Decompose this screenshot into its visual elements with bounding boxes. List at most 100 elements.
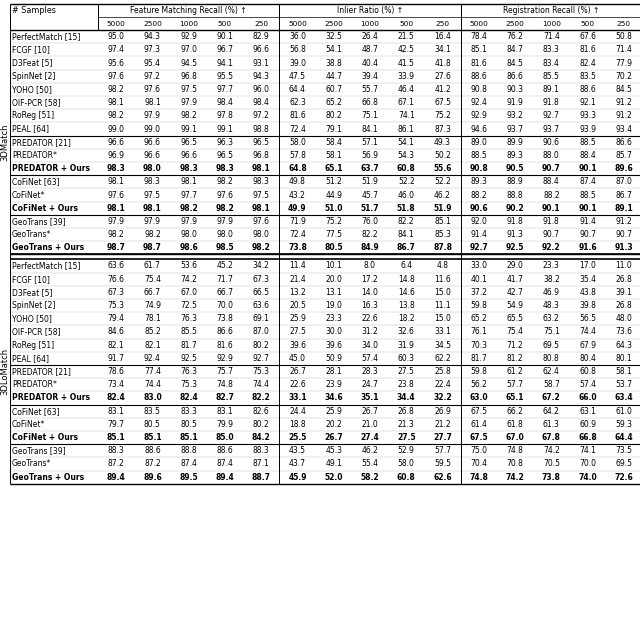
Text: Registration Recall (%) ↑: Registration Recall (%) ↑ [503,6,600,15]
Text: 90.7: 90.7 [616,230,632,239]
Text: 61.2: 61.2 [507,367,524,376]
Text: 86.6: 86.6 [216,327,234,337]
Text: 97.4: 97.4 [108,45,125,54]
Text: 84.5: 84.5 [507,59,524,67]
Text: 50.9: 50.9 [325,354,342,363]
Text: 67.3: 67.3 [108,288,125,297]
Text: GeoTrans [39]: GeoTrans [39] [12,446,66,456]
Text: 97.5: 97.5 [144,191,161,199]
Text: 67.5: 67.5 [470,433,488,442]
Text: 57.7: 57.7 [507,380,524,389]
Text: GeoTrans [39]: GeoTrans [39] [12,217,66,226]
Text: 65.2: 65.2 [325,98,342,107]
Text: 98.1: 98.1 [144,98,161,107]
Text: 22.4: 22.4 [434,380,451,389]
Text: 40.1: 40.1 [470,275,487,284]
Text: 99.0: 99.0 [108,124,125,134]
Text: 45.9: 45.9 [288,473,307,482]
Text: 64.8: 64.8 [288,164,307,173]
Text: 93.7: 93.7 [543,124,560,134]
Text: 92.5: 92.5 [180,354,197,363]
Text: 70.3: 70.3 [470,340,487,350]
Text: 97.9: 97.9 [108,217,125,226]
Text: 33.9: 33.9 [398,72,415,80]
Text: 74.8: 74.8 [507,446,524,456]
Text: 93.3: 93.3 [579,111,596,120]
Text: 5000: 5000 [107,20,125,27]
Text: 73.8: 73.8 [542,473,561,482]
Text: 18.2: 18.2 [398,314,415,323]
Text: 77.4: 77.4 [144,367,161,376]
Text: 49.9: 49.9 [288,204,307,213]
Text: 28.3: 28.3 [362,367,378,376]
Text: 71.2: 71.2 [507,340,524,350]
Text: 92.7: 92.7 [253,354,269,363]
Text: 49.8: 49.8 [289,177,306,186]
Text: 91.3: 91.3 [507,230,524,239]
Text: CoFiNet [63]: CoFiNet [63] [12,407,60,416]
Text: 95.6: 95.6 [108,59,125,67]
Text: 85.7: 85.7 [616,151,632,160]
Text: 80.2: 80.2 [253,420,269,429]
Text: 88.9: 88.9 [507,177,524,186]
Text: CoFiNet*: CoFiNet* [12,420,45,429]
Text: 98.0: 98.0 [143,164,162,173]
Text: 5000: 5000 [469,20,488,27]
Text: 34.0: 34.0 [362,340,378,350]
Text: 98.4: 98.4 [216,98,234,107]
Text: 92.2: 92.2 [542,243,561,253]
Text: 82.2: 82.2 [398,217,415,226]
Text: 38.2: 38.2 [543,275,560,284]
Text: 90.1: 90.1 [579,164,597,173]
Text: GeoTrans + Ours: GeoTrans + Ours [12,473,84,482]
Text: 21.4: 21.4 [289,275,306,284]
Text: 58.7: 58.7 [543,380,560,389]
Text: FCGF [10]: FCGF [10] [12,275,50,284]
Text: 22.6: 22.6 [362,314,378,323]
Text: 87.2: 87.2 [108,459,125,469]
Text: 27.5: 27.5 [397,433,415,442]
Text: 6.4: 6.4 [400,261,412,271]
Text: 88.7: 88.7 [252,473,271,482]
Text: 74.4: 74.4 [144,380,161,389]
Text: 80.5: 80.5 [324,243,343,253]
Text: 88.4: 88.4 [543,177,560,186]
Text: 94.3: 94.3 [253,72,269,80]
Text: 89.1: 89.1 [543,85,560,94]
Text: 46.2: 46.2 [362,446,378,456]
Text: 85.3: 85.3 [434,230,451,239]
Text: 58.0: 58.0 [398,459,415,469]
Text: 84.5: 84.5 [616,85,632,94]
Text: 96.3: 96.3 [216,137,234,147]
Text: 85.1: 85.1 [434,217,451,226]
Text: OIF-PCR [58]: OIF-PCR [58] [12,327,61,337]
Text: 82.6: 82.6 [253,407,269,416]
Text: 96.5: 96.5 [253,137,269,147]
Text: 98.1: 98.1 [252,164,271,173]
Text: 67.3: 67.3 [253,275,269,284]
Text: 63.1: 63.1 [579,407,596,416]
Text: 11.1: 11.1 [434,301,451,310]
Text: 96.6: 96.6 [253,45,269,54]
Text: 89.1: 89.1 [614,204,633,213]
Text: 84.1: 84.1 [398,230,415,239]
Text: 99.1: 99.1 [216,124,234,134]
Text: 90.2: 90.2 [506,204,524,213]
Text: 52.2: 52.2 [434,177,451,186]
Text: 4.8: 4.8 [436,261,449,271]
Text: 91.9: 91.9 [507,98,524,107]
Text: 88.4: 88.4 [579,151,596,160]
Text: 89.5: 89.5 [179,473,198,482]
Text: 82.4: 82.4 [579,59,596,67]
Text: 90.7: 90.7 [543,230,560,239]
Text: 96.6: 96.6 [144,151,161,160]
Text: 96.6: 96.6 [108,137,125,147]
Text: 92.9: 92.9 [180,32,197,41]
Text: 65.1: 65.1 [506,394,524,402]
Text: 20.2: 20.2 [325,420,342,429]
Text: 92.5: 92.5 [506,243,524,253]
Text: 56.5: 56.5 [579,314,596,323]
Text: 67.0: 67.0 [180,288,197,297]
Text: 51.0: 51.0 [324,204,343,213]
Text: 76.0: 76.0 [362,217,378,226]
